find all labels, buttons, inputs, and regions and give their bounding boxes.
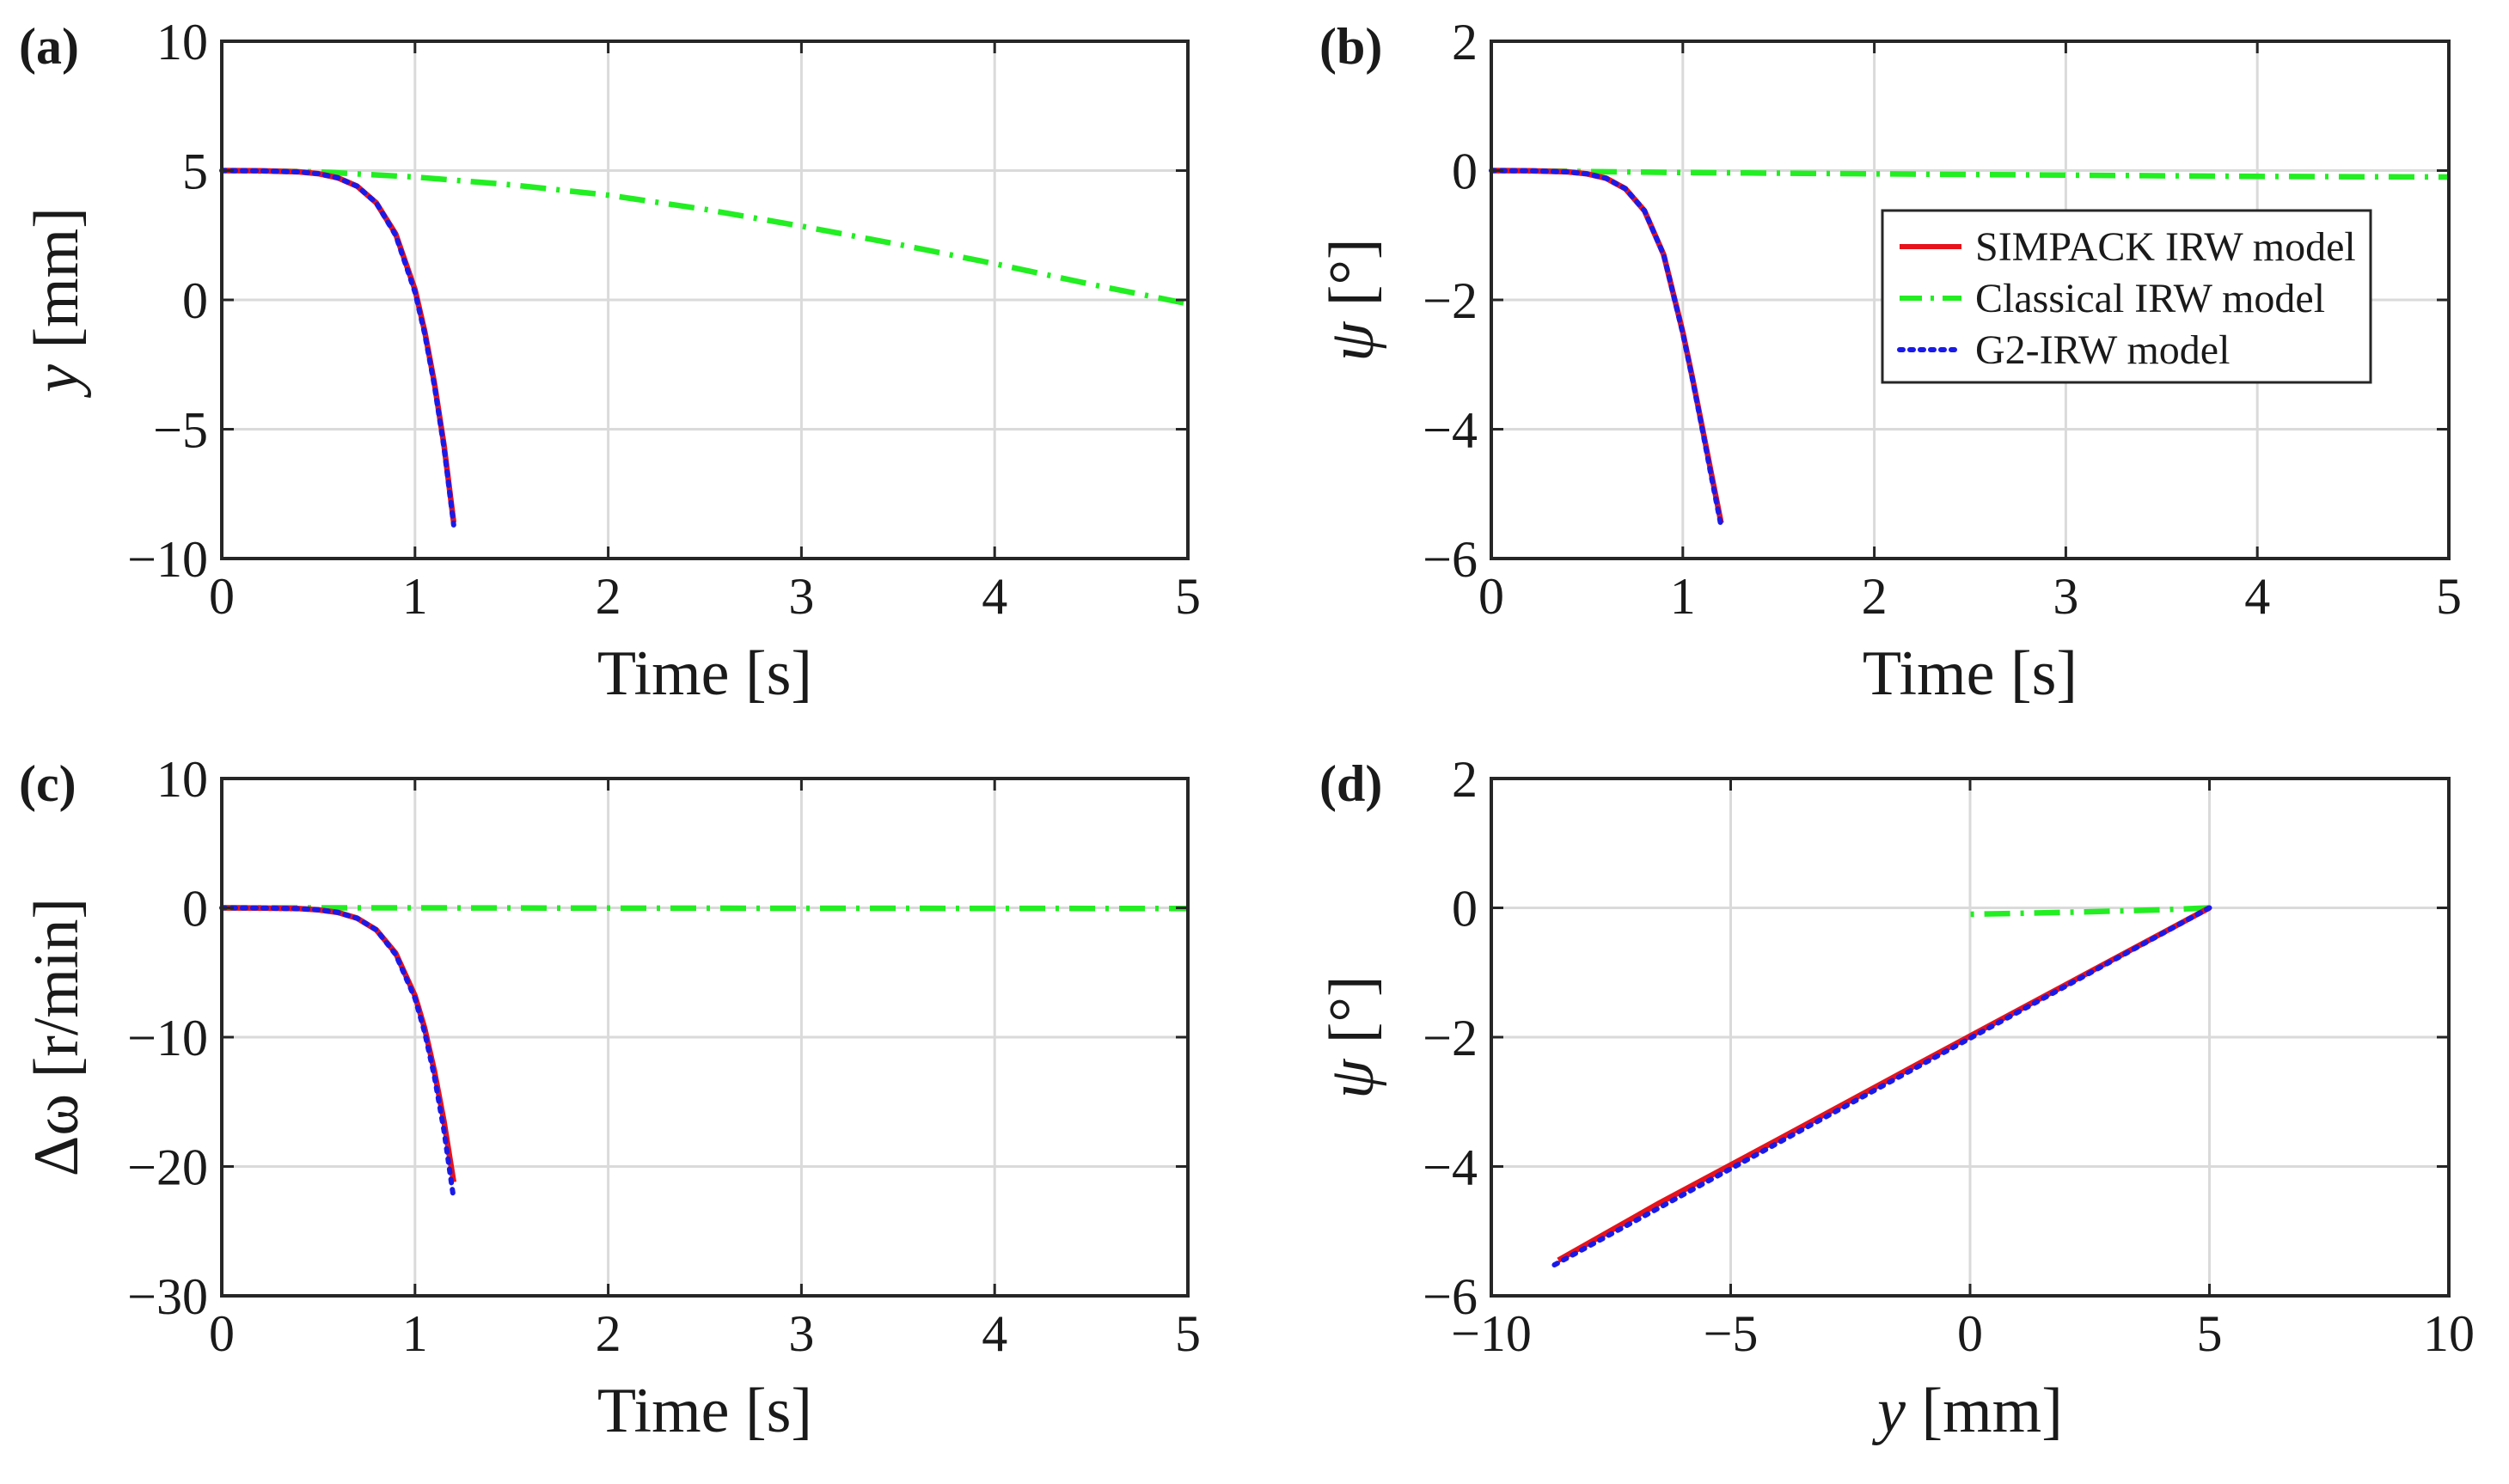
series-classical-irw-model — [221, 168, 1189, 307]
panel-b: 0 1 2 3 4 5 −6 −4 −2 0 2 Time [s] ψ [°] (b) — [1317, 14, 2462, 709]
y-tick-label: 0 — [1452, 881, 1478, 937]
y-axis-label: Δω [r/min] — [21, 898, 92, 1176]
legend-label: SIMPACK IRW model — [1975, 224, 2356, 270]
y-axis-label-symbol: ψ — [1317, 321, 1387, 362]
x-tick-label: −10 — [1451, 1305, 1532, 1362]
series-classical-irw-model — [222, 905, 1189, 912]
panel-label-a: (a) — [19, 18, 79, 75]
x-tick-label: 5 — [2436, 568, 2462, 625]
x-tick-label: 4 — [2244, 568, 2270, 625]
x-tick-label: 5 — [2197, 1305, 2223, 1362]
x-tick-label: 1 — [402, 1305, 428, 1362]
x-axis-label-unit: [mm] — [1906, 1376, 2063, 1446]
x-tick-label: 5 — [1175, 1305, 1201, 1362]
x-axis-label: Time [s] — [597, 1376, 812, 1446]
x-tick-label: 0 — [1957, 1305, 1983, 1362]
y-tick-label: 10 — [156, 751, 208, 808]
y-tick-label: −2 — [1423, 1010, 1478, 1066]
x-axis-label: y [mm] — [1871, 1376, 2063, 1446]
x-axis-label: Time [s] — [1863, 638, 2078, 709]
x-tick-label: 3 — [788, 568, 814, 625]
y-tick-label: 2 — [1452, 751, 1478, 808]
panel-label-b: (b) — [1319, 18, 1382, 75]
y-tick-label: −2 — [1423, 272, 1478, 329]
y-tick-label: 2 — [1452, 14, 1478, 70]
y-axis-label: y [mm] — [21, 207, 92, 399]
y-tick-label: −5 — [153, 402, 208, 459]
x-tick-label: 1 — [1670, 568, 1696, 625]
x-tick-label: 3 — [2053, 568, 2078, 625]
y-tick-label: −10 — [127, 1010, 208, 1066]
y-tick-label: −4 — [1423, 1139, 1478, 1196]
y-tick-label: 0 — [182, 881, 208, 937]
y-axis-label-symbol: y — [21, 364, 92, 399]
x-tick-label: 1 — [402, 568, 428, 625]
y-tick-label: 0 — [1452, 144, 1478, 200]
series-g2-irw-model — [219, 905, 456, 1202]
x-tick-label: 0 — [209, 1305, 235, 1362]
y-axis-label-symbol: Δω — [21, 1094, 92, 1176]
panel-label-c: (c) — [19, 755, 76, 812]
legend-label: G2-IRW model — [1975, 327, 2230, 373]
panel-label-d: (d) — [1319, 755, 1382, 812]
y-tick-label: 0 — [182, 272, 208, 329]
y-tick-label: −4 — [1423, 402, 1478, 459]
x-tick-label: 5 — [1175, 568, 1201, 625]
y-tick-label: −10 — [127, 531, 208, 588]
legend-box — [1881, 209, 2372, 384]
x-tick-label: 4 — [982, 1305, 1007, 1362]
x-axis-label-symbol: y — [1871, 1376, 1906, 1446]
x-tick-label: −5 — [1704, 1305, 1759, 1362]
legend-label: Classical IRW model — [1975, 276, 2325, 321]
panel-a: 0 1 2 3 4 5 −10 −5 0 5 10 Time [s] y [mm] (a) — [19, 14, 1201, 709]
x-tick-label: 3 — [788, 1305, 814, 1362]
y-tick-label: 10 — [156, 14, 208, 70]
x-axis-label: Time [s] — [597, 638, 812, 709]
y-tick-label: −6 — [1423, 1268, 1478, 1325]
series-g2-irw-model — [219, 168, 456, 528]
y-tick-label: −20 — [127, 1139, 208, 1196]
y-tick-label: −30 — [127, 1268, 208, 1325]
series-g2-irw-model — [1551, 905, 2212, 1268]
y-axis-label: ψ [°] — [1317, 975, 1387, 1098]
panel-c: 0 1 2 3 4 5 −30 −20 −10 0 10 Time [s] Δω [r/min] (c) — [19, 751, 1201, 1446]
y-axis-label-unit: [°] — [1317, 238, 1387, 321]
series-classical-irw-model — [1490, 168, 2450, 180]
y-tick-label: −6 — [1423, 531, 1478, 588]
x-tick-label: 0 — [1478, 568, 1504, 625]
y-axis-label-unit: [mm] — [21, 207, 92, 364]
y-axis-label-unit: [°] — [1317, 975, 1387, 1059]
legend: SIMPACK IRW model Classical IRW model G2-I… — [1881, 209, 2372, 384]
x-tick-label: 0 — [209, 568, 235, 625]
x-tick-label: 10 — [2423, 1305, 2475, 1362]
x-tick-label: 2 — [596, 568, 621, 625]
y-tick-label: 5 — [182, 144, 208, 200]
panel-d: −10 −5 0 5 10 −6 −4 −2 0 2 y [mm] ψ [°] (d) — [1317, 751, 2475, 1446]
y-axis-label-symbol: ψ — [1317, 1058, 1387, 1099]
y-axis-label: ψ [°] — [1317, 238, 1387, 361]
x-tick-label: 2 — [596, 1305, 621, 1362]
series-g2-irw-model — [1489, 168, 1724, 529]
x-tick-label: 4 — [982, 568, 1007, 625]
y-axis-label-unit: [r/min] — [21, 898, 92, 1094]
x-tick-label: 2 — [1862, 568, 1888, 625]
